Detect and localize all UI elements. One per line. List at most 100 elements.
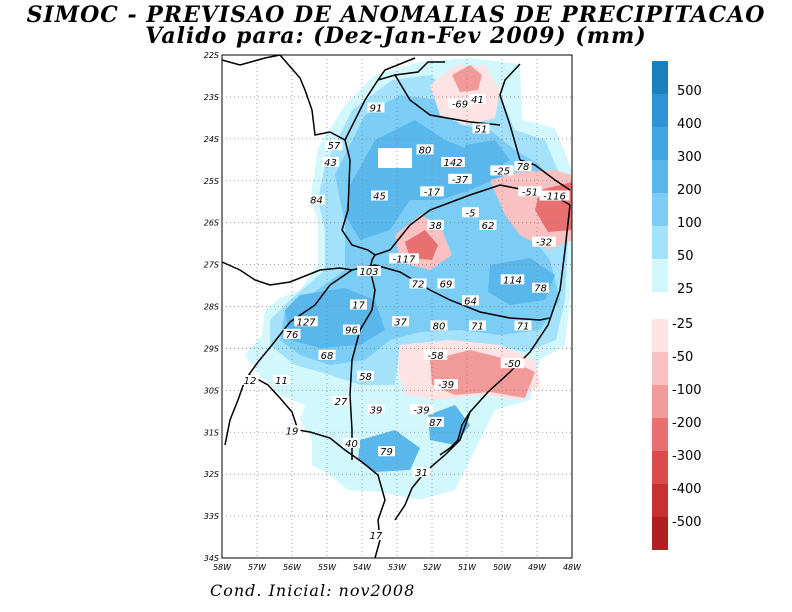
anomaly-value: 142 <box>443 158 462 169</box>
value-label-bg <box>350 299 367 310</box>
colorbar-label: -200 <box>672 416 702 431</box>
value-label-bg <box>518 186 542 197</box>
value-label-bg <box>479 219 497 230</box>
value-label-bg <box>423 349 448 360</box>
anomaly-value: -37 <box>452 175 469 186</box>
anomaly-value: 127 <box>296 317 316 328</box>
anomaly-value: 57 <box>328 141 341 152</box>
anomaly-value: 68 <box>321 351 334 362</box>
value-label-bg <box>532 282 549 293</box>
colorbar-swatch <box>652 484 668 517</box>
colorbar-swatch <box>652 61 668 94</box>
value-label-bg <box>367 404 385 415</box>
colorbar-swatch <box>652 517 668 550</box>
value-label-bg <box>500 358 525 369</box>
boundary-sp-pr <box>394 74 501 126</box>
value-label-bg <box>357 265 381 276</box>
longitude-labels: 58W 57W 56W 55W 54W 53W 52W 51W 50W 49W 48W <box>213 563 582 572</box>
lat-tick-label: 34S <box>204 554 219 563</box>
lon-tick-label: 50W <box>493 563 512 572</box>
value-label-bg <box>427 416 444 427</box>
colorbar-swatch <box>652 259 668 292</box>
value-label-bg <box>539 190 570 201</box>
anomaly-value: 76 <box>286 330 299 341</box>
lat-tick-label: 22S <box>204 51 219 60</box>
lon-tick-label: 58W <box>213 563 232 572</box>
anomaly-value: 39 <box>370 405 383 416</box>
anomaly-value: 69 <box>440 280 453 291</box>
boundary-north <box>221 54 331 136</box>
value-label-bg <box>318 349 336 360</box>
value-label-bg <box>441 156 465 167</box>
lat-tick-label: 29S <box>204 344 219 353</box>
value-label-bg <box>420 186 444 197</box>
value-label-bg <box>500 274 525 285</box>
colorbar-label: -50 <box>672 350 693 365</box>
anomaly-value: 45 <box>373 192 386 203</box>
value-label-bg <box>357 370 374 381</box>
anomaly-value: 37 <box>394 317 407 328</box>
lon-tick-label: 51W <box>458 563 477 572</box>
anomaly-value: -51 <box>522 187 538 198</box>
colorbar-label: -100 <box>672 383 702 398</box>
anomaly-value: 79 <box>380 447 393 458</box>
political-boundaries <box>221 54 571 559</box>
value-label-bg <box>469 320 486 331</box>
value-label-bg <box>514 161 532 172</box>
anomaly-value: 51 <box>475 124 488 135</box>
latitude-labels: 22S 23S 24S 25S 26S 27S 28S 29S 30S 31S 32S 33S 34S <box>204 51 219 563</box>
lon-tick-label: 56W <box>283 563 302 572</box>
value-label-bg <box>430 320 448 331</box>
value-label-bg <box>434 379 458 390</box>
anomaly-value: 43 <box>324 158 337 169</box>
value-label-bg <box>462 207 479 218</box>
anomaly-value: 41 <box>471 95 484 106</box>
shade-neg-north-core <box>452 65 482 92</box>
anomaly-value: 62 <box>482 221 495 232</box>
anomaly-value: -39 <box>413 405 429 416</box>
anomaly-value: -58 <box>427 351 443 362</box>
anomaly-value: 17 <box>370 531 383 542</box>
anomaly-value: 11 <box>275 376 288 387</box>
value-label-bg <box>325 140 343 151</box>
lat-tick-label: 32S <box>204 470 219 479</box>
anomaly-value: 40 <box>345 439 358 450</box>
anomaly-value: 114 <box>503 275 522 286</box>
anomaly-value: 71 <box>471 321 484 332</box>
lat-tick-label: 24S <box>204 135 219 144</box>
anomaly-value: -17 <box>424 187 441 198</box>
value-label-bg <box>437 278 455 289</box>
map-title-line1: SIMOC - PREVISAO DE ANOMALIAS DE PRECIPI… <box>26 2 766 28</box>
value-label-bg <box>409 404 434 415</box>
lat-tick-label: 28S <box>204 303 219 312</box>
anomaly-value: 58 <box>359 372 372 383</box>
anomaly-value: 27 <box>335 397 348 408</box>
value-label-bg <box>273 374 290 385</box>
shade-neg-center-core <box>405 230 438 260</box>
colorbar-label: 200 <box>677 183 702 198</box>
colorbar-swatch <box>652 451 668 484</box>
anomaly-value: 17 <box>352 301 365 312</box>
boundary-sc-rs <box>351 264 551 321</box>
colorbar-label: 300 <box>677 150 702 165</box>
colorbar-label: 400 <box>677 117 702 132</box>
lat-tick-label: 23S <box>204 93 219 102</box>
anomaly-value: 71 <box>517 321 530 332</box>
colorbar-label: -25 <box>672 317 693 332</box>
value-label-bg <box>367 530 385 541</box>
anomaly-value: 91 <box>370 103 383 114</box>
value-label-bg <box>283 328 301 339</box>
value-label-bg <box>294 316 318 327</box>
anomaly-value: 80 <box>419 145 432 156</box>
anomaly-value: 19 <box>286 426 299 437</box>
value-label-bg <box>343 437 360 448</box>
value-label-bg <box>332 395 350 406</box>
boundary-rs-coast <box>394 204 571 521</box>
value-label-bg <box>241 374 259 385</box>
value-label-bg <box>427 219 444 230</box>
value-label-bg <box>469 94 486 105</box>
colorbar-swatch <box>652 352 668 385</box>
value-label-bg <box>371 190 388 201</box>
anomaly-value: -116 <box>543 192 566 203</box>
shade-blue-7 <box>465 140 510 172</box>
